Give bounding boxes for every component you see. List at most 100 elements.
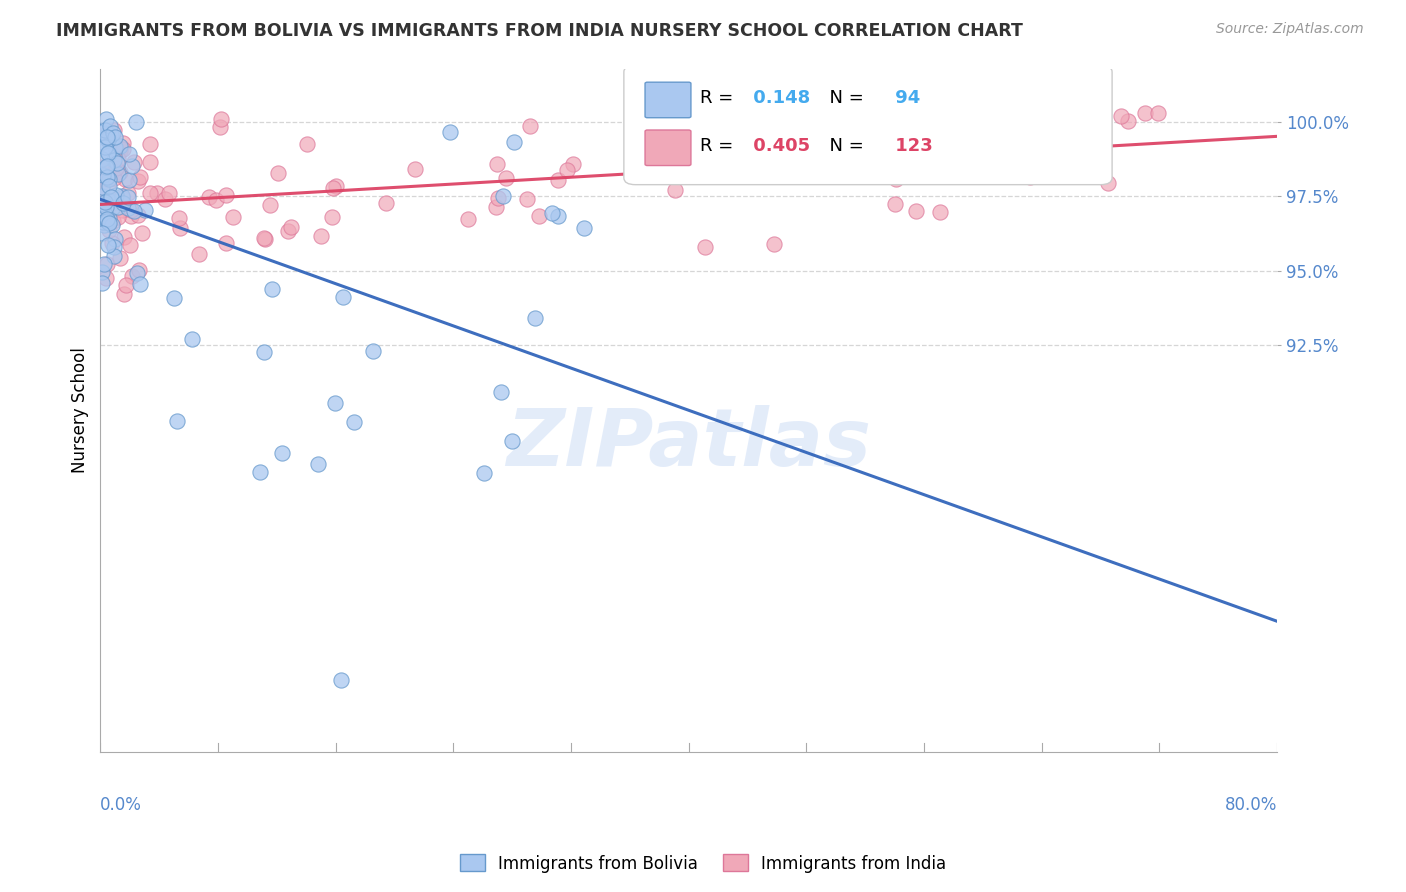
- Point: [321, 210, 343, 224]
- FancyBboxPatch shape: [645, 130, 690, 166]
- Point: [124, 204, 146, 219]
- Text: N =: N =: [818, 136, 869, 154]
- Point: [486, 191, 509, 205]
- Point: [104, 232, 127, 246]
- Point: [325, 179, 347, 194]
- Point: [107, 167, 129, 181]
- Point: [101, 166, 124, 180]
- Point: [124, 115, 146, 129]
- Point: [90, 179, 112, 194]
- Point: [112, 230, 135, 244]
- Point: [103, 249, 125, 263]
- Point: [914, 132, 936, 146]
- Point: [215, 187, 238, 202]
- Point: [146, 186, 169, 200]
- Point: [112, 287, 135, 301]
- Point: [96, 211, 118, 226]
- Point: [180, 332, 202, 346]
- Point: [94, 122, 117, 136]
- Point: [547, 173, 569, 187]
- Point: [121, 160, 143, 174]
- Point: [97, 145, 120, 160]
- Text: 0.148: 0.148: [748, 89, 811, 107]
- Point: [562, 157, 585, 171]
- Point: [125, 266, 148, 280]
- Text: 94: 94: [889, 89, 920, 107]
- Point: [163, 291, 186, 305]
- Point: [105, 161, 128, 176]
- Point: [973, 141, 995, 155]
- Point: [883, 196, 905, 211]
- Point: [117, 146, 139, 161]
- Point: [797, 106, 820, 120]
- Point: [1147, 106, 1170, 120]
- Point: [90, 226, 112, 240]
- Point: [94, 207, 117, 221]
- Point: [905, 204, 928, 219]
- Point: [96, 207, 118, 221]
- Point: [139, 186, 162, 201]
- Point: [90, 160, 112, 174]
- Point: [679, 147, 702, 161]
- Point: [100, 162, 122, 177]
- Point: [254, 232, 277, 246]
- Point: [1019, 169, 1042, 184]
- Point: [90, 188, 112, 202]
- Point: [127, 208, 149, 222]
- Point: [93, 257, 115, 271]
- Point: [209, 120, 232, 134]
- Point: [103, 123, 125, 137]
- Point: [103, 170, 125, 185]
- Point: [547, 209, 569, 223]
- Point: [1022, 120, 1045, 134]
- Point: [96, 271, 118, 285]
- Point: [139, 136, 162, 151]
- Point: [128, 277, 150, 292]
- Point: [1026, 130, 1049, 145]
- Point: [97, 215, 120, 229]
- Point: [870, 113, 893, 128]
- Legend: Immigrants from Bolivia, Immigrants from India: Immigrants from Bolivia, Immigrants from…: [453, 847, 953, 880]
- Point: [108, 252, 131, 266]
- Point: [112, 142, 135, 156]
- Point: [472, 467, 495, 481]
- Point: [90, 265, 112, 279]
- Point: [93, 210, 115, 224]
- Point: [103, 240, 125, 254]
- Point: [94, 112, 117, 126]
- Point: [117, 186, 139, 200]
- Point: [495, 171, 517, 186]
- Point: [100, 128, 122, 142]
- Point: [97, 172, 120, 186]
- Text: IMMIGRANTS FROM BOLIVIA VS IMMIGRANTS FROM INDIA NURSERY SCHOOL CORRELATION CHAR: IMMIGRANTS FROM BOLIVIA VS IMMIGRANTS FR…: [56, 22, 1024, 40]
- Point: [103, 214, 125, 228]
- Point: [103, 153, 125, 167]
- Text: 0.405: 0.405: [748, 136, 810, 154]
- Point: [107, 210, 129, 224]
- Point: [307, 457, 329, 471]
- Text: 123: 123: [889, 136, 932, 154]
- Point: [96, 257, 118, 271]
- Point: [555, 162, 578, 177]
- Point: [221, 210, 243, 224]
- Point: [1109, 110, 1132, 124]
- Point: [188, 247, 211, 261]
- Point: [541, 206, 564, 220]
- Point: [96, 130, 118, 145]
- Point: [117, 173, 139, 187]
- Point: [131, 227, 153, 241]
- Point: [97, 178, 120, 192]
- Point: [1042, 144, 1064, 158]
- Point: [98, 146, 121, 161]
- Point: [110, 142, 132, 156]
- Point: [572, 221, 595, 235]
- Point: [93, 206, 115, 220]
- Point: [98, 194, 121, 208]
- Point: [91, 215, 114, 229]
- Point: [262, 282, 284, 296]
- Point: [111, 189, 134, 203]
- Point: [97, 195, 120, 210]
- Point: [101, 126, 124, 140]
- Point: [117, 201, 139, 215]
- Point: [97, 196, 120, 211]
